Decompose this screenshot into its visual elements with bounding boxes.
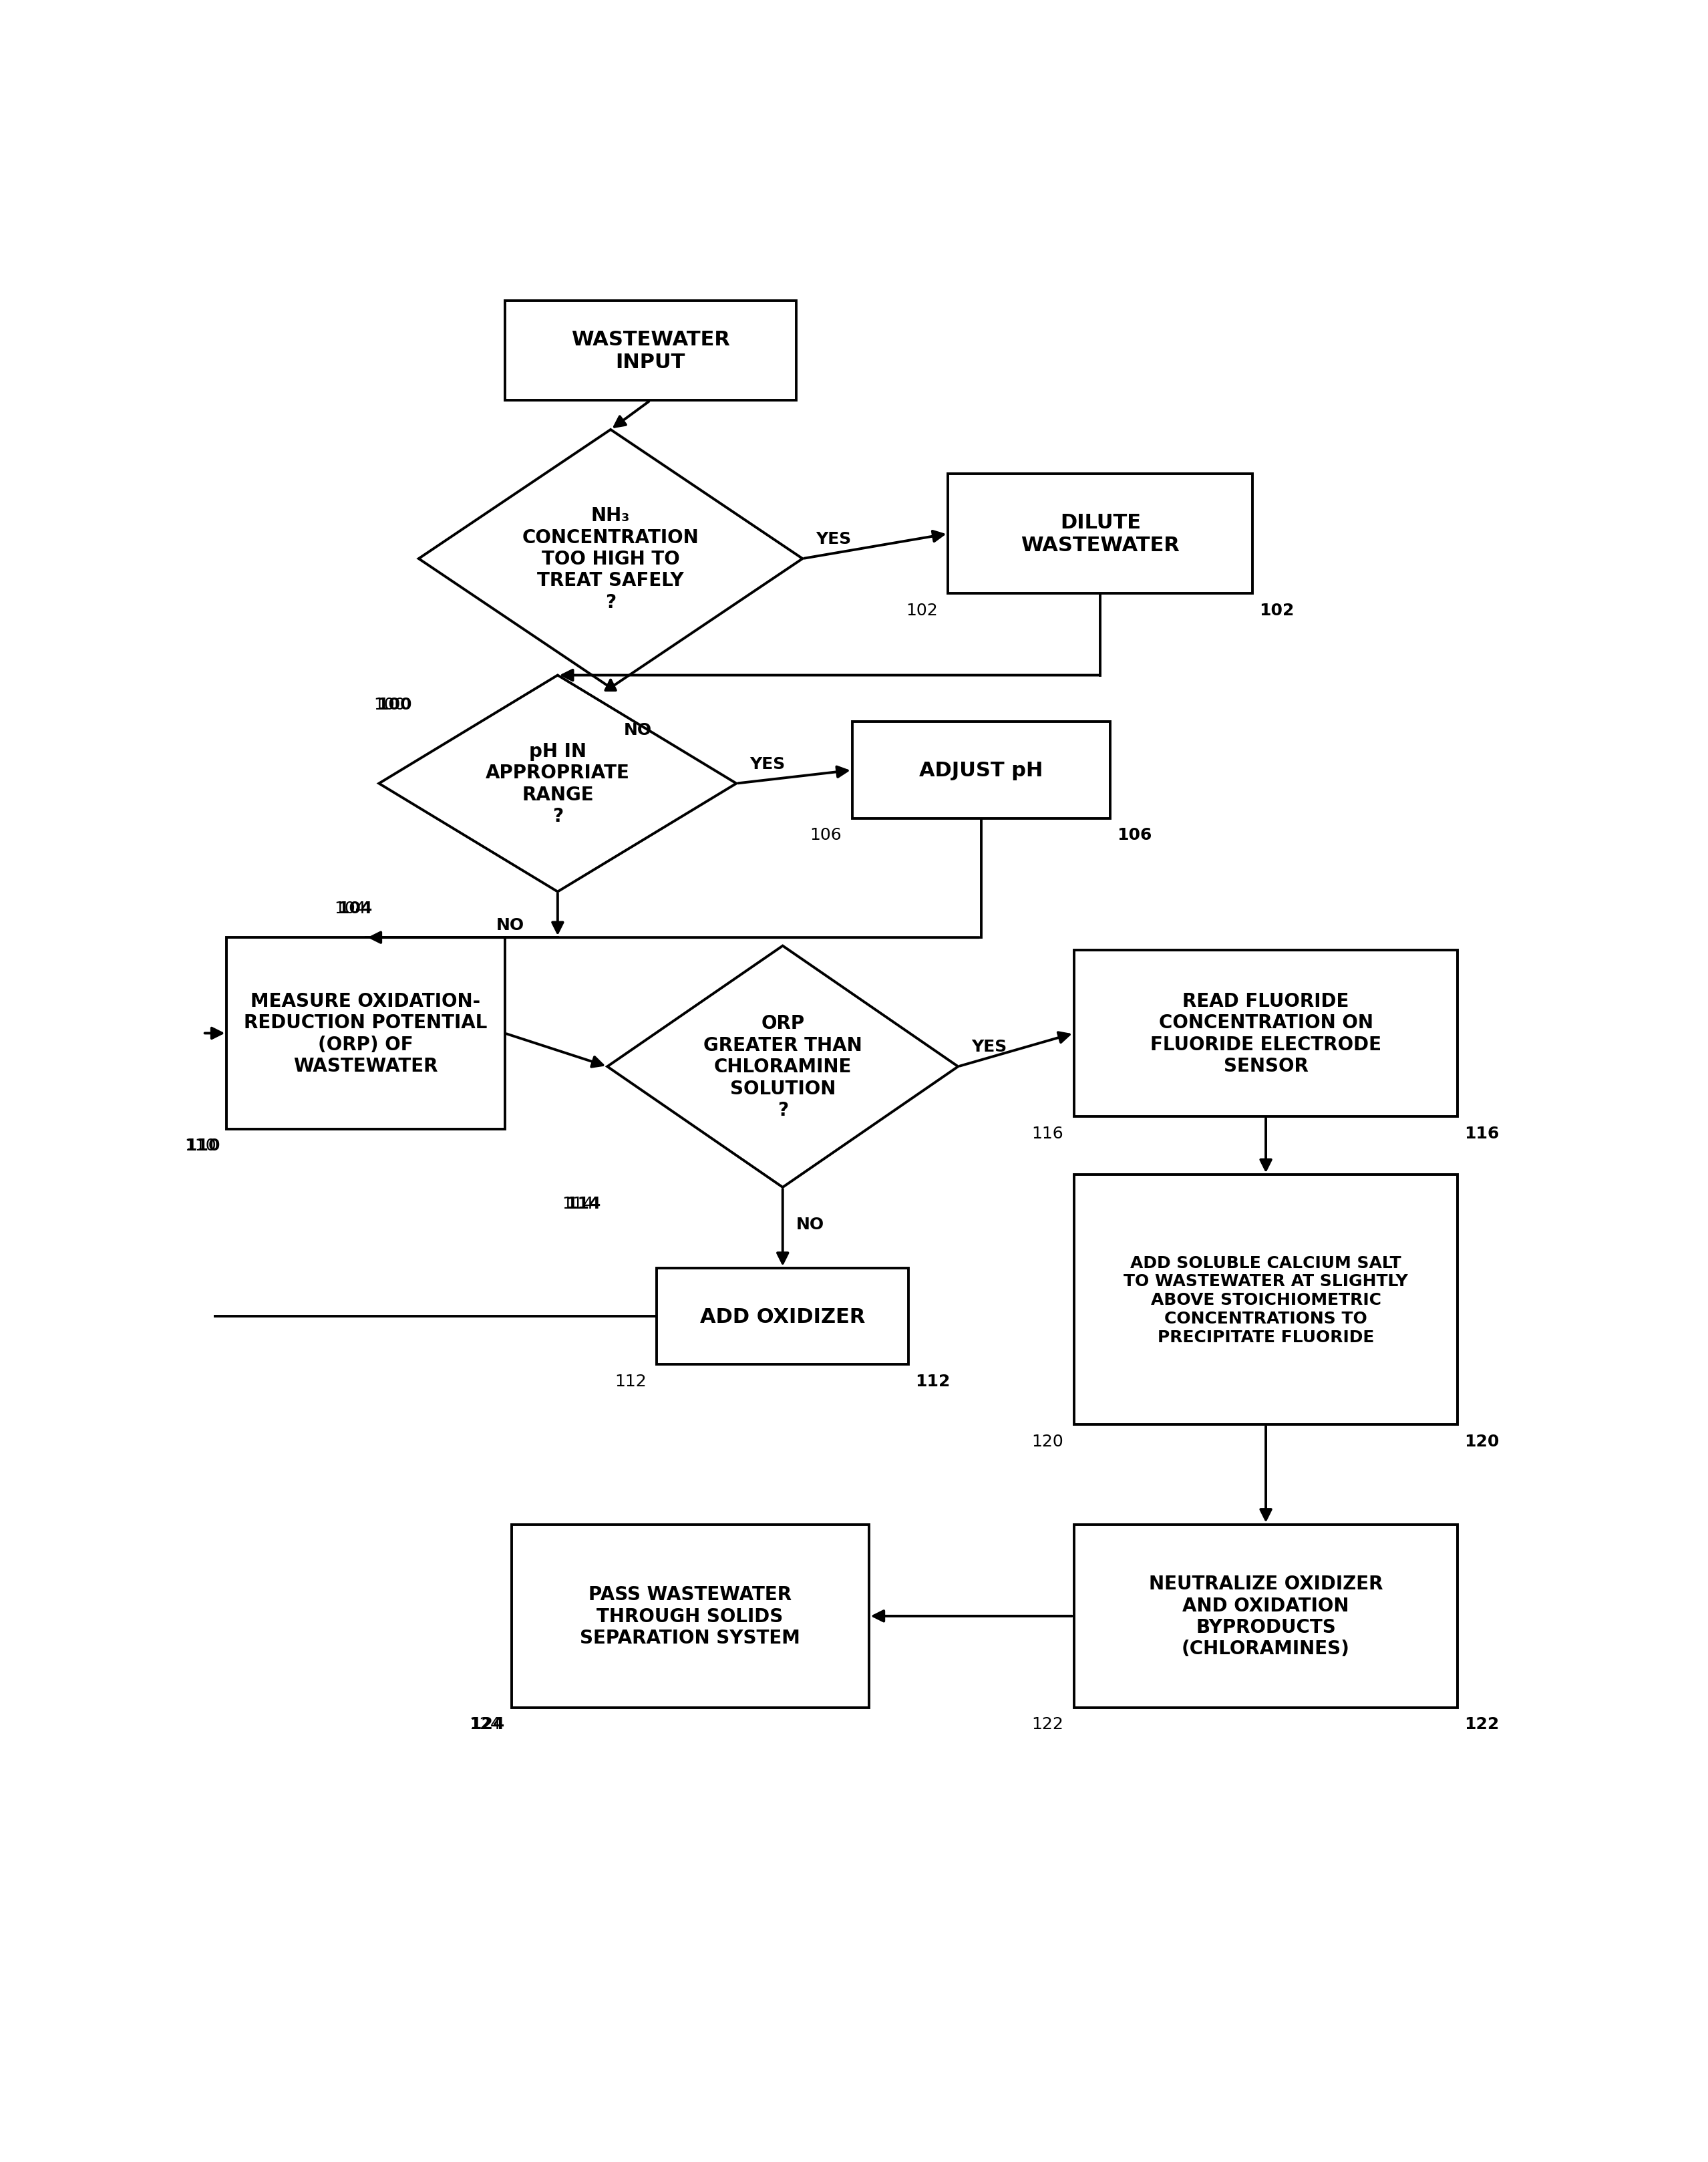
Text: NEUTRALIZE OXIDIZER
AND OXIDATION
BYPRODUCTS
(CHLORAMINES): NEUTRALIZE OXIDIZER AND OXIDATION BYPROD… [1149, 1574, 1383, 1658]
Text: 120: 120 [1464, 1433, 1500, 1449]
Text: DILUTE
WASTEWATER: DILUTE WASTEWATER [1021, 512, 1180, 556]
FancyBboxPatch shape [506, 301, 796, 400]
Text: 110: 110 [184, 1137, 217, 1155]
Text: 122: 122 [1464, 1717, 1500, 1732]
Text: 112: 112 [615, 1373, 646, 1390]
Text: MEASURE OXIDATION-
REDUCTION POTENTIAL
(ORP) OF
WASTEWATER: MEASURE OXIDATION- REDUCTION POTENTIAL (… [244, 992, 487, 1075]
FancyBboxPatch shape [1074, 1176, 1457, 1425]
Text: 114: 114 [562, 1196, 594, 1213]
Text: YES: YES [750, 757, 786, 772]
Text: 116: 116 [1464, 1124, 1500, 1142]
Text: ORP
GREATER THAN
CHLORAMINE
SOLUTION
?: ORP GREATER THAN CHLORAMINE SOLUTION ? [704, 1014, 863, 1120]
Text: ADD OXIDIZER: ADD OXIDIZER [700, 1306, 866, 1325]
Text: 114: 114 [565, 1196, 601, 1213]
Text: WASTEWATER
INPUT: WASTEWATER INPUT [570, 331, 729, 372]
FancyBboxPatch shape [227, 938, 506, 1129]
Text: 102: 102 [905, 603, 938, 618]
Text: 122: 122 [1032, 1717, 1064, 1732]
Text: 102: 102 [1259, 603, 1295, 618]
Polygon shape [418, 430, 803, 688]
Text: 106: 106 [810, 828, 842, 843]
FancyBboxPatch shape [852, 722, 1110, 819]
Text: YES: YES [816, 532, 851, 547]
Text: 104: 104 [333, 899, 366, 917]
Text: pH IN
APPROPRIATE
RANGE
?: pH IN APPROPRIATE RANGE ? [485, 742, 630, 826]
FancyBboxPatch shape [948, 473, 1252, 595]
Text: 116: 116 [1032, 1124, 1064, 1142]
FancyBboxPatch shape [1074, 951, 1457, 1118]
Text: 124: 124 [468, 1717, 500, 1732]
Text: YES: YES [972, 1040, 1008, 1055]
Polygon shape [379, 675, 736, 893]
Text: 106: 106 [1117, 828, 1151, 843]
FancyBboxPatch shape [511, 1524, 869, 1708]
Text: ADJUST pH: ADJUST pH [919, 761, 1044, 780]
Text: ADD SOLUBLE CALCIUM SALT
TO WASTEWATER AT SLIGHTLY
ABOVE STOICHIOMETRIC
CONCENTR: ADD SOLUBLE CALCIUM SALT TO WASTEWATER A… [1124, 1254, 1407, 1345]
Text: NH₃
CONCENTRATION
TOO HIGH TO
TREAT SAFELY
?: NH₃ CONCENTRATION TOO HIGH TO TREAT SAFE… [523, 506, 699, 612]
Text: READ FLUORIDE
CONCENTRATION ON
FLUORIDE ELECTRODE
SENSOR: READ FLUORIDE CONCENTRATION ON FLUORIDE … [1149, 992, 1382, 1075]
Text: NO: NO [623, 722, 652, 737]
Text: 100: 100 [374, 696, 405, 713]
FancyBboxPatch shape [1074, 1524, 1457, 1708]
Text: PASS WASTEWATER
THROUGH SOLIDS
SEPARATION SYSTEM: PASS WASTEWATER THROUGH SOLIDS SEPARATIO… [579, 1585, 801, 1647]
Text: 104: 104 [338, 899, 372, 917]
Text: NO: NO [497, 917, 524, 934]
Text: 100: 100 [377, 696, 412, 713]
Text: 112: 112 [915, 1373, 950, 1390]
FancyBboxPatch shape [658, 1269, 909, 1364]
Text: 124: 124 [470, 1717, 506, 1732]
Text: NO: NO [796, 1217, 823, 1232]
Text: 110: 110 [184, 1137, 220, 1155]
Text: 120: 120 [1032, 1433, 1064, 1449]
Polygon shape [608, 947, 958, 1187]
